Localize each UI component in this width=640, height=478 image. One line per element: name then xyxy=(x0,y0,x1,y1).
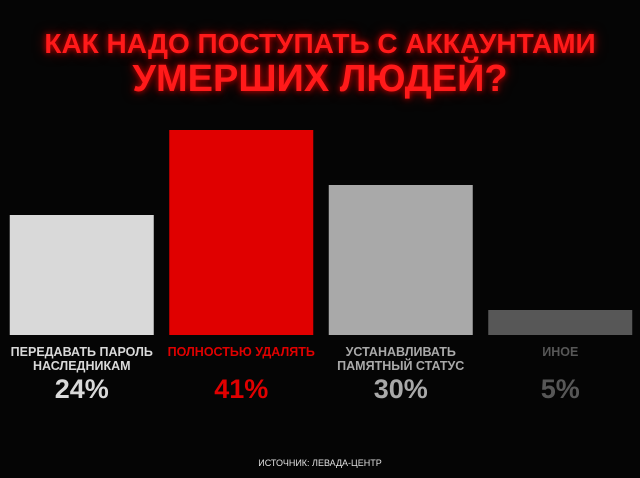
category-label: УСТАНАВЛИВАТЬ ПАМЯТНЫЙ СТАТУС xyxy=(337,345,465,373)
value-label: 30% xyxy=(373,374,428,404)
category-label: ПОЛНОСТЬЮ УДАЛЯТЬ xyxy=(167,345,315,359)
bar xyxy=(169,130,314,335)
value-label: 5% xyxy=(540,374,580,404)
value-label: 41% xyxy=(214,374,269,404)
bar xyxy=(328,185,473,335)
category-label: ПЕРЕДАВАТЬ ПАРОЛЬ НАСЛЕДНИКАМ xyxy=(10,345,153,373)
bar xyxy=(488,310,633,335)
value-label: 24% xyxy=(54,374,109,404)
source-note: ИСТОЧНИК: ЛЕВАДА-ЦЕНТР xyxy=(258,458,382,468)
chart-title: КАК НАДО ПОСТУПАТЬ С АККАУНТАМИ xyxy=(44,28,596,59)
category-label: ИНОЕ xyxy=(542,345,579,359)
chart-title: УМЕРШИХ ЛЮДЕЙ? xyxy=(132,58,508,100)
bar xyxy=(9,215,154,335)
